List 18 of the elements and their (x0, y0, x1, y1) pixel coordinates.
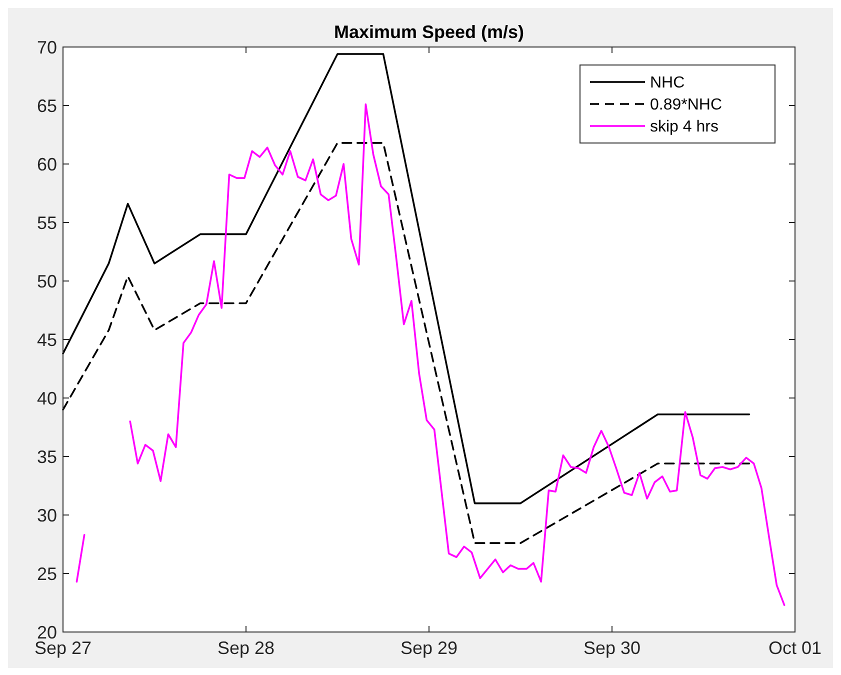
chart-title: Maximum Speed (m/s) (334, 22, 524, 42)
y-tick-label: 70 (36, 37, 57, 58)
legend-label: skip 4 hrs (650, 118, 718, 136)
y-tick-label: 25 (36, 564, 57, 584)
y-tick-label: 50 (36, 271, 57, 292)
x-tick-label: Sep 29 (400, 638, 458, 658)
x-tick-label: Oct 01 (768, 638, 822, 658)
x-tick-label: Sep 28 (217, 638, 275, 658)
x-tick-label: Sep 30 (583, 638, 641, 658)
y-tick-label: 55 (36, 212, 57, 233)
y-tick-label: 60 (36, 154, 57, 174)
legend-label: 0.89*NHC (650, 96, 722, 114)
legend-label: NHC (650, 74, 685, 92)
y-tick-label: 65 (36, 96, 57, 116)
y-tick-label: 30 (36, 505, 57, 526)
y-tick-label: 35 (36, 446, 57, 467)
y-tick-label: 45 (36, 330, 57, 350)
y-tick-label: 40 (36, 388, 57, 408)
